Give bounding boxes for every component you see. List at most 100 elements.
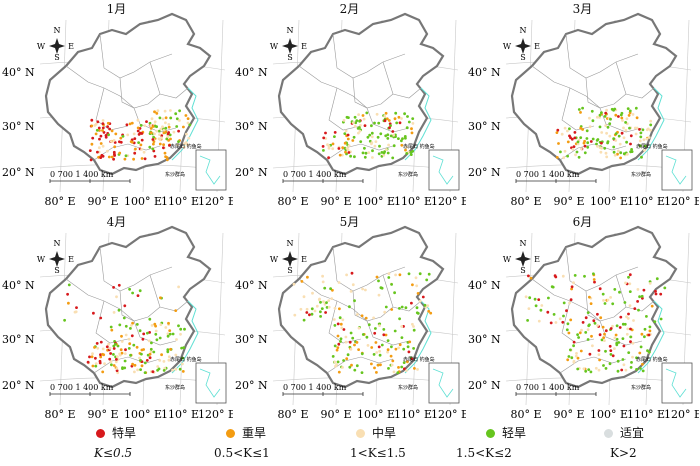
- station-dot: [160, 353, 164, 357]
- station-dot: [124, 348, 127, 352]
- station-dot: [627, 351, 631, 354]
- station-dot: [136, 294, 140, 297]
- station-dot: [145, 120, 148, 123]
- station-dot: [596, 324, 599, 327]
- station-dot: [550, 285, 554, 289]
- station-dot: [620, 116, 624, 120]
- station-dot: [162, 369, 166, 372]
- longitude-label: 110° E: [627, 408, 665, 421]
- station-dot: [611, 324, 614, 328]
- station-dot: [617, 149, 620, 153]
- latitude-label: 20° N: [235, 379, 268, 392]
- station-dot: [357, 348, 360, 351]
- station-dot: [114, 132, 118, 136]
- station-dot: [628, 126, 631, 130]
- station-dot: [158, 116, 162, 120]
- compass-e-label: E: [301, 42, 307, 51]
- station-dot: [613, 153, 617, 157]
- station-dot: [149, 131, 153, 135]
- station-dot: [395, 121, 399, 125]
- station-dot: [586, 311, 590, 314]
- station-dot: [600, 338, 604, 342]
- station-dot: [101, 129, 104, 132]
- station-dot: [642, 288, 646, 292]
- station-dot: [418, 299, 422, 303]
- station-dot: [331, 147, 335, 151]
- legend-swatch-extreme: [96, 429, 105, 438]
- province-border: [599, 107, 643, 133]
- station-dot: [136, 118, 140, 122]
- station-dot: [614, 113, 618, 117]
- station-dot: [333, 306, 337, 310]
- station-dot: [91, 136, 95, 140]
- station-dot: [598, 358, 601, 362]
- station-dot: [565, 309, 568, 313]
- station-dot: [319, 310, 322, 314]
- station-dot: [372, 316, 375, 320]
- station-dot: [615, 343, 619, 347]
- station-dot: [614, 132, 618, 136]
- station-dot: [612, 150, 616, 154]
- station-dot: [135, 345, 139, 349]
- station-dot: [184, 141, 188, 145]
- station-dot: [151, 147, 155, 151]
- legend: 特旱 重旱 中旱 轻旱 适宜 K≤0.5 0.5<K≤1 1<K≤1.5 1.5…: [0, 424, 700, 466]
- station-dot: [643, 144, 647, 148]
- station-dot: [380, 286, 384, 290]
- station-dot: [337, 342, 341, 346]
- station-dot: [592, 272, 595, 276]
- station-dot: [169, 347, 172, 351]
- station-dot: [373, 121, 376, 125]
- station-dot: [66, 292, 69, 296]
- station-dot: [633, 307, 637, 310]
- station-dot: [561, 274, 565, 278]
- station-dot: [409, 153, 413, 157]
- station-dot: [115, 369, 119, 372]
- station-dot: [377, 293, 381, 297]
- compass-e-label: E: [68, 42, 74, 51]
- station-dot: [340, 153, 344, 157]
- station-dot: [359, 140, 363, 144]
- longitude-label: 100° E: [124, 408, 162, 421]
- station-dot: [377, 152, 381, 156]
- station-dot: [380, 151, 384, 154]
- station-dot: [384, 111, 388, 115]
- station-dot: [635, 356, 638, 360]
- dongsha-label: 东沙群岛: [631, 384, 651, 391]
- latitude-label: 40° N: [468, 66, 501, 79]
- station-dot: [90, 124, 94, 128]
- station-dot: [325, 306, 329, 309]
- station-dot: [591, 119, 595, 123]
- station-dot: [603, 146, 607, 150]
- station-dot: [624, 128, 628, 132]
- station-dot: [423, 303, 427, 307]
- station-dot: [602, 299, 605, 302]
- station-dot: [90, 355, 94, 359]
- station-dot: [633, 126, 637, 130]
- station-dot: [614, 333, 618, 337]
- station-dot: [99, 134, 103, 138]
- station-dot: [119, 348, 123, 352]
- china-drought-map: N SW E 40° N 30° N 20° N 80° E 90° E 100° E110° …: [2, 225, 233, 421]
- station-dot: [577, 155, 581, 159]
- station-dot: [630, 148, 633, 151]
- longitude-label: 110° E: [394, 195, 432, 208]
- longitude-label: 90° E: [553, 195, 584, 208]
- station-dot: [398, 343, 402, 347]
- station-dot: [643, 335, 646, 339]
- station-dot: [140, 352, 143, 356]
- station-dot: [152, 135, 156, 139]
- station-dot: [589, 370, 593, 374]
- station-dot: [128, 287, 132, 291]
- latitude-label: 30° N: [235, 120, 268, 133]
- station-dot: [599, 316, 603, 320]
- station-dot: [400, 305, 404, 309]
- station-dot: [397, 115, 401, 119]
- station-dot: [325, 301, 328, 304]
- station-dot: [587, 368, 591, 371]
- station-dot: [590, 334, 593, 338]
- station-dot: [150, 117, 154, 121]
- station-dots: [524, 272, 667, 374]
- longitude-label: 90° E: [320, 195, 351, 208]
- scale-bar-label: 0 700 1 400 km: [50, 170, 114, 179]
